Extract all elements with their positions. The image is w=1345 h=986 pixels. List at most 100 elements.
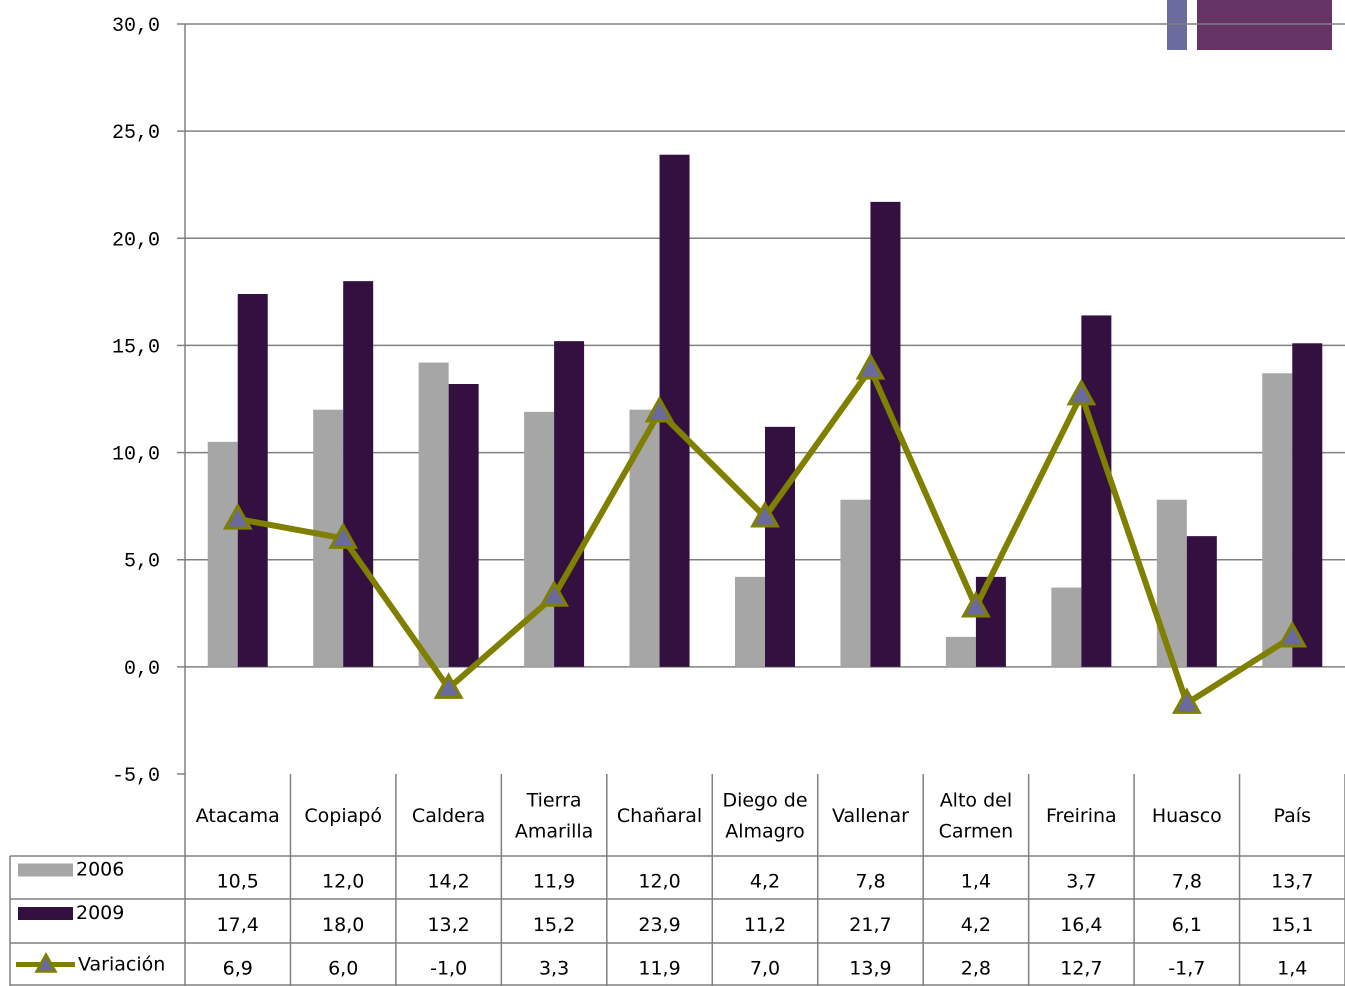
table-cell-value: 15,1 xyxy=(1271,914,1313,936)
table-cell-value: 13,2 xyxy=(427,914,469,936)
category-label: Caldera xyxy=(412,805,485,827)
bar-2009-10 xyxy=(1292,343,1323,667)
bar-2009-2 xyxy=(448,384,479,667)
category-label: Chañaral xyxy=(617,805,702,827)
category-label-line: Caldera xyxy=(412,805,485,827)
bar-2006-7 xyxy=(945,636,976,667)
table-cell-value: 12,7 xyxy=(1060,958,1102,980)
corner-decoration xyxy=(1167,0,1332,50)
table-cell-value: 11,2 xyxy=(744,914,786,936)
legend-label: 2006 xyxy=(76,859,124,881)
variation-marker-5 xyxy=(750,500,780,528)
y-tick-label: 20,0 xyxy=(112,229,160,252)
category-label-line: Amarilla xyxy=(515,821,593,843)
table-cell-value: 7,8 xyxy=(1172,871,1202,893)
variation-line xyxy=(222,352,1308,714)
table-cell-value: 7,0 xyxy=(750,958,780,980)
bar-2006-3 xyxy=(524,411,555,667)
bar-2009-9 xyxy=(1186,536,1217,667)
table-cell-value: 6,9 xyxy=(223,958,253,980)
table-cell-value: 2,8 xyxy=(961,958,991,980)
category-label-line: Huasco xyxy=(1152,805,1222,827)
decor-block-purple xyxy=(1197,0,1332,50)
variation-marker-0 xyxy=(222,502,253,530)
y-tick-label: -5,0 xyxy=(112,765,160,788)
y-tick-label: 0,0 xyxy=(124,658,160,681)
bar-2006-5 xyxy=(735,576,765,667)
category-label-line: Almagro xyxy=(725,821,805,843)
y-tick-label: 25,0 xyxy=(112,122,160,145)
category-label: País xyxy=(1274,805,1311,827)
bar-2006-10 xyxy=(1262,373,1293,667)
bar-2009-6 xyxy=(870,201,901,667)
decor-block-blue xyxy=(1167,0,1187,50)
table-cell-value: 11,9 xyxy=(533,871,575,893)
bar-2009-0 xyxy=(237,294,268,667)
category-label-line: Alto del xyxy=(940,790,1012,812)
variation-marker-7 xyxy=(961,590,991,618)
bar-2009-5 xyxy=(765,426,795,667)
bar-2006-9 xyxy=(1156,499,1187,667)
y-tick-label: 5,0 xyxy=(124,551,160,574)
variation-marker-9 xyxy=(1171,687,1202,714)
category-label-line: Vallenar xyxy=(832,805,909,827)
variation-marker-8 xyxy=(1066,378,1097,406)
category-label: Alto del Carmen xyxy=(939,790,1014,843)
table-cell-value: 1,4 xyxy=(961,871,991,893)
category-label: Copiapó xyxy=(304,805,382,827)
table-cell-value: 4,2 xyxy=(750,871,780,893)
category-label-line: Tierra xyxy=(526,790,582,812)
legend-label: 2009 xyxy=(76,902,124,924)
table-cell-value: 12,0 xyxy=(322,871,364,893)
legend-swatch-2009 xyxy=(18,907,73,920)
y-tick-label: 10,0 xyxy=(112,444,160,467)
variation-marker-1 xyxy=(328,522,359,549)
bar-2006-4 xyxy=(629,409,660,667)
bar-2006-0 xyxy=(207,441,238,667)
table-cell-value: 16,4 xyxy=(1060,914,1102,936)
table-cell-value: 15,2 xyxy=(533,914,575,936)
category-label-line: Diego de xyxy=(722,790,807,812)
category-label: Vallenar xyxy=(832,805,909,827)
bar-2006-2 xyxy=(418,362,449,667)
table-cell-value: 10,5 xyxy=(217,871,259,893)
bars xyxy=(207,154,1323,667)
table-cell-value: 3,3 xyxy=(539,958,569,980)
table-cell-value: 6,1 xyxy=(1172,914,1202,936)
table-cell-value: 14,2 xyxy=(427,871,469,893)
category-label: Tierra Amarilla xyxy=(515,790,593,843)
variation-marker-10 xyxy=(1277,620,1308,648)
category-label-line: País xyxy=(1274,805,1311,827)
bar-2009-7 xyxy=(975,576,1006,667)
category-label-line: Atacama xyxy=(196,805,280,827)
table-cell-value: 7,8 xyxy=(855,871,885,893)
table-cell-value: 6,0 xyxy=(328,958,358,980)
table-cell-value: 3,7 xyxy=(1066,871,1096,893)
y-tick-label: 15,0 xyxy=(112,336,160,359)
table-cell-value: 13,9 xyxy=(849,958,891,980)
category-label: Diego de Almagro xyxy=(722,790,807,843)
variation-marker-2 xyxy=(433,672,464,699)
table-cell-value: 1,4 xyxy=(1277,958,1307,980)
table-cell-value: 21,7 xyxy=(849,914,891,936)
table-cell-value: 12,0 xyxy=(638,871,680,893)
category-label: Freirina xyxy=(1046,805,1117,827)
category-label-line: Carmen xyxy=(939,821,1014,843)
legend-label: Variación xyxy=(78,954,165,976)
variation-marker-3 xyxy=(539,580,569,607)
y-tick-label: 30,0 xyxy=(112,15,160,38)
variation-marker-6 xyxy=(855,352,886,380)
y-axis: 30,0 25,0 20,0 15,0 10,0 5,0 0,0 -5,0 xyxy=(112,15,186,788)
legend-swatch-2006 xyxy=(18,863,73,877)
legend-marker-swatch xyxy=(34,951,58,973)
data-table: Atacama Copiapó Caldera Tierra Amarilla Chaña… xyxy=(9,774,1345,986)
bar-2009-8 xyxy=(1081,315,1112,667)
table-cell-value: 13,7 xyxy=(1271,871,1313,893)
table-cell-value: 17,4 xyxy=(217,914,259,936)
bar-2006-6 xyxy=(840,499,871,667)
category-label: Atacama xyxy=(196,805,280,827)
table-cell-value: -1,7 xyxy=(1168,958,1205,980)
variation-marker-4 xyxy=(644,395,675,423)
table-cell-value: 4,2 xyxy=(961,914,991,936)
